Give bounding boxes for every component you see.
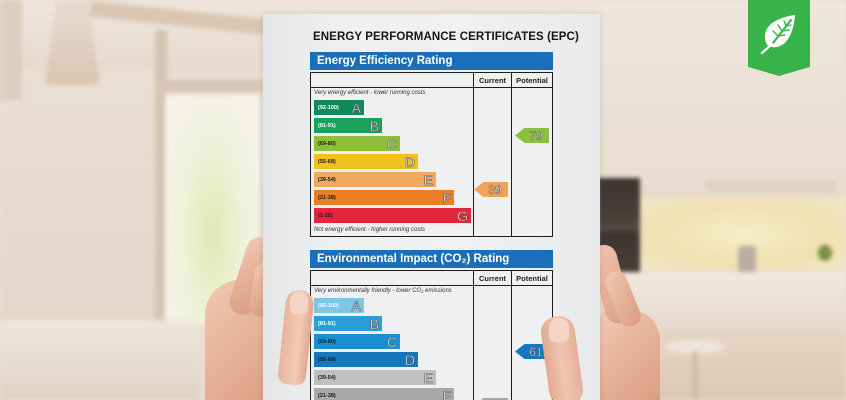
energy-efficiency-heading: Energy Efficiency Rating	[310, 52, 553, 70]
environmental-impact-table: Current Potential Very environmentally f…	[310, 270, 553, 400]
current-rating-marker: 39	[474, 182, 508, 197]
band-b: (81-91) B	[314, 117, 382, 134]
current-column-header: Current	[474, 271, 512, 285]
right-thumbnail	[549, 318, 569, 342]
window-frame	[155, 30, 167, 400]
bar-stool-leg	[692, 352, 698, 400]
top-note: Very energy efficient - lower running co…	[314, 90, 426, 96]
band-d: (55-68) D	[314, 153, 418, 170]
column-headers: Current Potential	[311, 271, 552, 286]
current-column-header: Current	[474, 73, 512, 87]
potential-column-header: Potential	[516, 274, 548, 283]
kettle	[738, 246, 756, 272]
band-f: (21-38) F	[314, 387, 454, 400]
band-c: (69-80) C	[314, 135, 400, 152]
band-c: (69-80) C	[314, 333, 400, 350]
band-e: (39-54) E	[314, 171, 436, 188]
environmental-impact-section: Environmental Impact (CO₂) Rating Curren…	[310, 250, 553, 400]
band-a: (92-100) A	[314, 297, 364, 314]
band-f: (21-38) F	[314, 189, 454, 206]
left-thumbnail	[290, 292, 308, 314]
pendant-lamp	[0, 0, 22, 100]
potential-column: 61	[512, 286, 552, 400]
document-title: ENERGY PERFORMANCE CERTIFICATES (EPC)	[313, 31, 579, 43]
potential-rating-marker: 61	[515, 344, 549, 359]
eco-badge	[748, 0, 810, 76]
energy-efficiency-table: Current Potential Very energy efficient …	[310, 72, 553, 237]
current-rating-marker: 30	[474, 398, 508, 400]
rating-bands: Very environmentally friendly - lower CO…	[311, 286, 474, 400]
left-counter	[0, 320, 200, 400]
leaf-icon	[760, 15, 795, 55]
band-e: (39-54) E	[314, 369, 436, 386]
epc-certificate-paper: ENERGY PERFORMANCE CERTIFICATES (EPC) En…	[263, 14, 600, 400]
rating-bands: Very energy efficient - lower running co…	[311, 88, 474, 236]
top-note: Very environmentally friendly - lower CO…	[314, 288, 452, 294]
energy-efficiency-section: Energy Efficiency Rating Current Potenti…	[310, 52, 553, 237]
bar-stool	[665, 340, 725, 354]
band-b: (81-91) B	[314, 315, 382, 332]
band-a: (92-100) A	[314, 99, 364, 116]
range-hood	[705, 180, 835, 192]
current-column: 30	[474, 286, 512, 400]
potential-column: 79	[512, 88, 552, 236]
bottom-note: Not energy efficient - higher running co…	[314, 227, 426, 233]
potential-column-header: Potential	[516, 76, 548, 85]
band-g: (1-20) G	[314, 207, 471, 224]
potential-rating-marker: 79	[515, 128, 549, 143]
window-frame-top	[155, 80, 265, 92]
band-d: (55-68) D	[314, 351, 418, 368]
current-column: 39	[474, 88, 512, 236]
potted-plant	[818, 245, 832, 261]
column-headers: Current Potential	[311, 73, 552, 88]
environmental-impact-heading: Environmental Impact (CO₂) Rating	[310, 250, 553, 268]
